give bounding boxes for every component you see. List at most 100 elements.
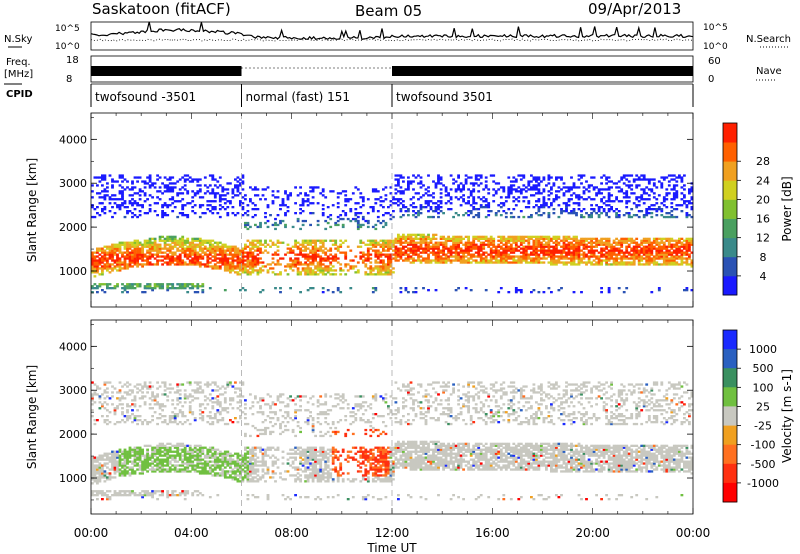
power-cell (311, 269, 315, 272)
power-cell (683, 245, 686, 248)
power-cell (123, 178, 127, 181)
power-cell (572, 208, 576, 211)
power-cell (121, 190, 124, 193)
power-cell (499, 235, 503, 238)
power-cell (213, 208, 217, 211)
power-cell (108, 265, 112, 268)
power-cell (632, 202, 636, 205)
power-cell (369, 253, 373, 256)
power-cell (116, 283, 119, 286)
power-cell (484, 235, 488, 238)
velocity-cell (108, 478, 112, 481)
power-cell (314, 186, 317, 189)
velocity-cell (93, 468, 97, 471)
power-cell (537, 255, 541, 258)
power-cell (615, 182, 618, 185)
power-cell (133, 200, 137, 203)
power-cell (672, 178, 676, 181)
power-cell (512, 249, 516, 252)
power-cell (627, 186, 631, 189)
power-cell (612, 253, 616, 256)
power-cell (128, 210, 132, 213)
power-cell (376, 269, 380, 272)
power-cell (524, 253, 528, 256)
velocity-cell (121, 395, 124, 398)
power-cell (111, 206, 114, 209)
power-cell (600, 247, 603, 250)
power-cell (509, 257, 513, 260)
power-cell (121, 196, 124, 199)
power-cell (474, 214, 478, 217)
power-cell (422, 206, 425, 209)
power-cell (151, 249, 154, 252)
power-cell (178, 249, 182, 252)
power-cell (171, 255, 175, 258)
power-cell (662, 241, 666, 244)
power-cell (434, 237, 438, 240)
power-cell (627, 251, 631, 254)
power-cell (605, 255, 608, 258)
velocity-cell (118, 391, 122, 394)
power-cell (647, 237, 651, 240)
power-cell (660, 249, 664, 252)
velocity-cell (131, 468, 134, 471)
power-cell (542, 291, 546, 294)
power-cell (535, 204, 538, 207)
power-cell (499, 214, 503, 217)
velocity-cell (148, 444, 152, 447)
power-cell (474, 182, 478, 185)
velocity-cell (91, 478, 94, 481)
power-cell (610, 200, 613, 203)
power-cell (512, 251, 516, 254)
velocity-cell (123, 415, 127, 418)
power-cell (672, 239, 676, 242)
power-cell (650, 178, 654, 181)
power-cell (289, 249, 292, 252)
velocity-cell (128, 446, 132, 449)
power-cell (474, 251, 478, 254)
power-cell (540, 245, 543, 248)
power-cell (131, 257, 134, 260)
power-cell (106, 182, 109, 185)
power-cell (637, 251, 641, 254)
power-cell (123, 267, 127, 270)
power-cell (597, 190, 601, 193)
velocity-cell (161, 450, 164, 453)
power-cell (487, 188, 491, 191)
power-cell (560, 239, 563, 242)
power-cell (216, 212, 220, 215)
power-cell (519, 243, 523, 246)
power-cell (371, 245, 375, 248)
power-cell (101, 190, 104, 193)
power-cell (226, 200, 230, 203)
power-cell (507, 235, 511, 238)
velocity-cell (123, 421, 127, 424)
power-cell (590, 208, 593, 211)
power-cell (542, 212, 546, 215)
power-cell (108, 210, 112, 213)
power-cell (545, 249, 548, 252)
power-cell (331, 190, 335, 193)
power-cell (557, 237, 561, 240)
power-cell (153, 287, 157, 290)
power-cell (439, 202, 443, 205)
power-cell (424, 259, 428, 262)
power-cell (349, 265, 353, 268)
power-cell (264, 188, 267, 191)
power-cell (459, 188, 463, 191)
power-cell (387, 249, 390, 252)
power-cell (161, 287, 164, 290)
power-cell (148, 257, 152, 260)
power-cell (524, 245, 528, 248)
power-cell (191, 241, 195, 244)
power-cell (311, 190, 315, 193)
power-cell (221, 263, 225, 266)
power-cell (103, 283, 107, 286)
power-cell (547, 235, 551, 238)
power-cell (201, 241, 205, 244)
power-cell (632, 253, 636, 256)
velocity-cell (101, 464, 104, 467)
power-cell (605, 204, 608, 207)
power-cell (442, 212, 445, 215)
power-cell (106, 194, 109, 197)
